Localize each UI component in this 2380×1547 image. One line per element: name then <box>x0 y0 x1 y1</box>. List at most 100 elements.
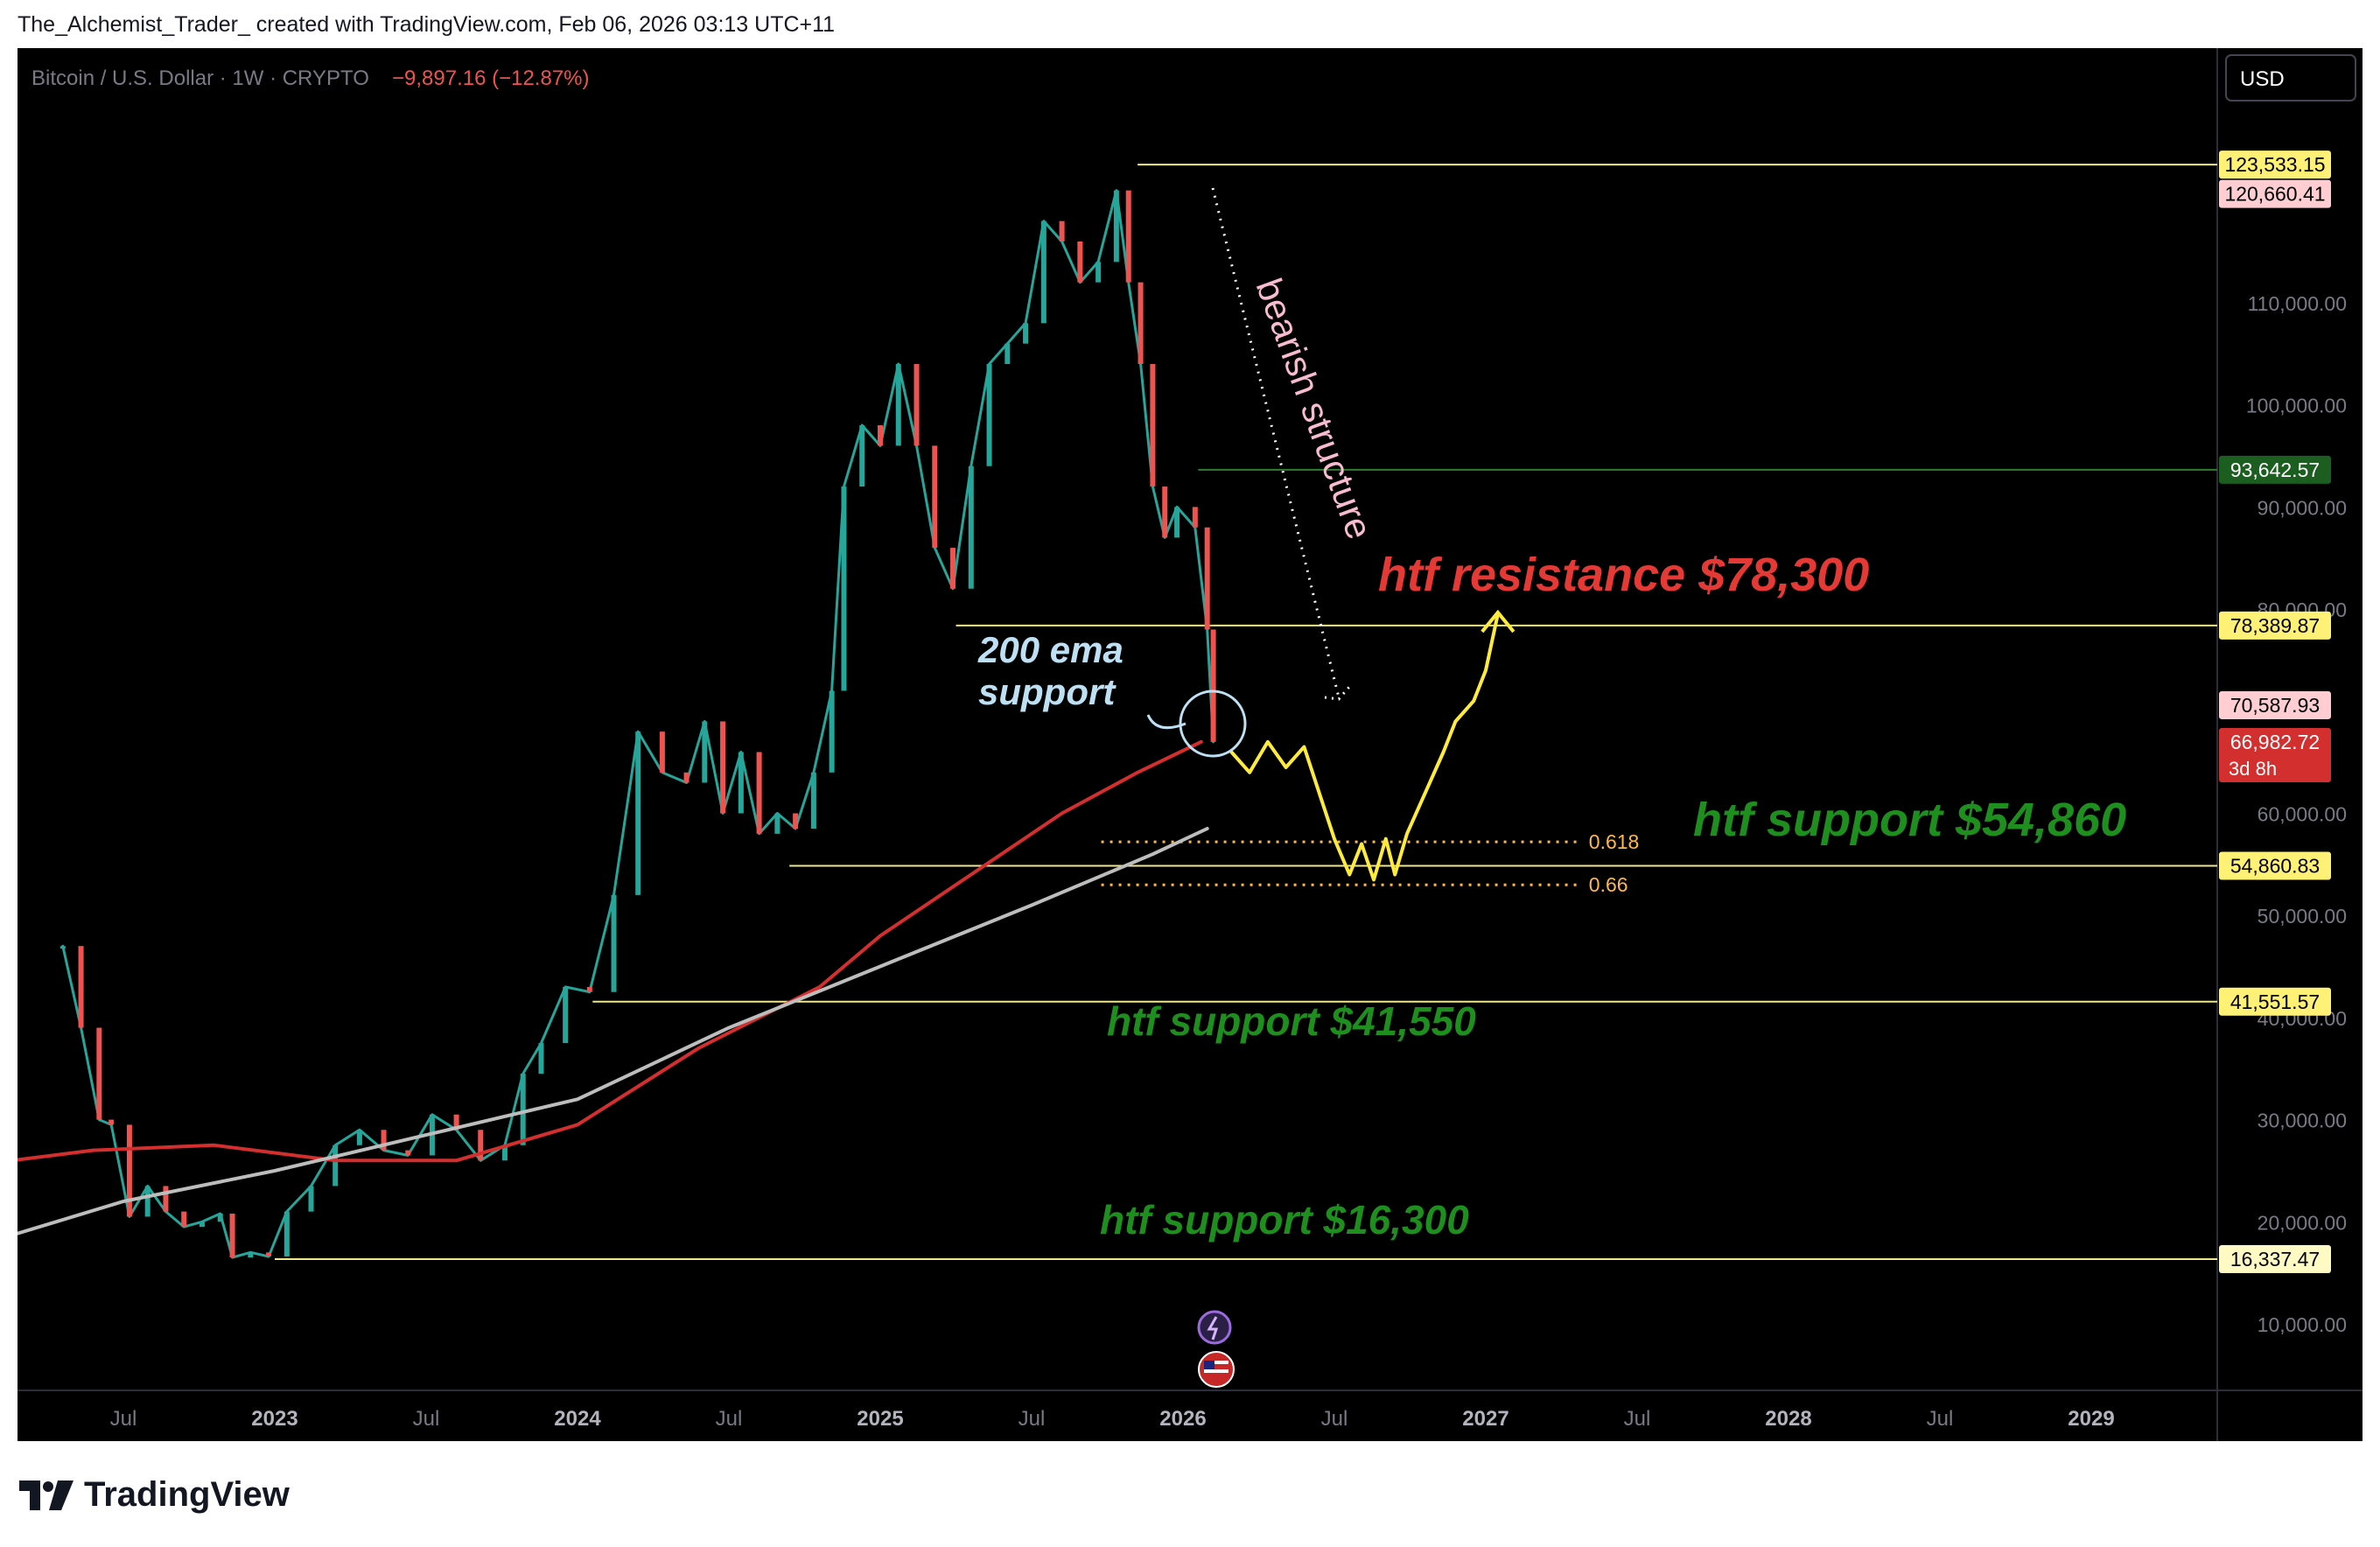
price-change: −9,897.16 (−12.87%) <box>392 66 590 90</box>
price-tag[interactable] <box>2219 150 2331 179</box>
price-candle[interactable] <box>932 445 938 549</box>
price-candle[interactable] <box>1023 323 1029 344</box>
price-tag[interactable] <box>2219 179 2331 208</box>
price-candle[interactable] <box>829 690 835 773</box>
price-candle[interactable] <box>453 1114 459 1130</box>
price-candle[interactable] <box>683 772 690 783</box>
x-tick-label: Jul <box>1321 1407 1348 1431</box>
currency-label[interactable]: USD <box>2240 67 2285 91</box>
price-candle[interactable] <box>1150 364 1156 487</box>
price-tag-label: 41,551.57 <box>2230 990 2320 1013</box>
price-candle[interactable] <box>1125 190 1131 283</box>
price-candle[interactable] <box>308 1186 314 1212</box>
series-ema200-line[interactable] <box>18 739 1203 1166</box>
price-candle[interactable] <box>60 946 66 949</box>
price-candle[interactable] <box>478 1130 484 1161</box>
event-lightning-icon[interactable] <box>1197 1310 1232 1345</box>
price-tag[interactable] <box>2219 455 2331 484</box>
price-candle[interactable] <box>720 721 726 814</box>
y-tick-label: 100,000.00 <box>2246 395 2347 417</box>
price-candle[interactable] <box>1192 507 1198 528</box>
y-tick-label: 60,000.00 <box>2258 803 2347 826</box>
price-candle[interactable] <box>1162 486 1168 538</box>
price-tag[interactable] <box>2219 1245 2331 1274</box>
price-tag-countdown: 3d 8h <box>2229 758 2277 780</box>
price-candle[interactable] <box>878 425 883 446</box>
price-candle[interactable] <box>859 425 865 487</box>
price-tag-label: 70,587.93 <box>2230 694 2320 717</box>
price-candle[interactable] <box>1077 241 1083 283</box>
plot-area[interactable] <box>18 48 2217 1390</box>
bearish-arrowhead-icon <box>1324 686 1351 701</box>
htf-support-41550-label: htf support $41,550 <box>1107 998 1476 1044</box>
price-candle[interactable] <box>1004 343 1011 365</box>
price-candle[interactable] <box>266 1252 272 1256</box>
price-candle[interactable] <box>538 1043 544 1074</box>
chart-caption: The_Alchemist_Trader_ created with Tradi… <box>18 12 836 37</box>
x-tick-label: Jul <box>1927 1407 1954 1431</box>
price-candle[interactable] <box>144 1186 150 1217</box>
price-candle[interactable] <box>96 1027 102 1120</box>
price-candle[interactable] <box>986 364 992 466</box>
price-candle[interactable] <box>248 1252 254 1258</box>
price-candle[interactable] <box>774 813 780 834</box>
price-candle[interactable] <box>381 1130 387 1151</box>
price-candle[interactable] <box>520 1074 526 1145</box>
price-tag-label: 78,389.87 <box>2230 614 2320 637</box>
price-candle[interactable] <box>950 548 956 589</box>
price-candle[interactable] <box>1040 220 1046 324</box>
price-candle[interactable] <box>126 1124 132 1217</box>
price-candle[interactable] <box>793 813 799 830</box>
price-candle[interactable] <box>1113 190 1119 262</box>
price-candle[interactable] <box>108 1119 115 1125</box>
price-candle[interactable] <box>229 1213 235 1258</box>
price-candle[interactable] <box>1138 282 1144 365</box>
price-candle[interactable] <box>78 946 84 1028</box>
price-candle[interactable] <box>810 772 816 830</box>
price-candle[interactable] <box>1059 220 1065 242</box>
price-candle[interactable] <box>563 986 569 1044</box>
price-candle[interactable] <box>702 721 708 783</box>
price-tag-label: 54,860.83 <box>2230 854 2320 877</box>
price-candle[interactable] <box>1210 629 1216 742</box>
series-projection-line[interactable] <box>1229 612 1500 882</box>
tradingview-brand[interactable]: TradingView <box>19 1475 290 1515</box>
price-tag[interactable] <box>2219 851 2331 880</box>
price-candle[interactable] <box>586 986 592 992</box>
price-candle[interactable] <box>405 1150 411 1156</box>
price-candle[interactable] <box>332 1144 339 1186</box>
price-candle[interactable] <box>756 752 762 834</box>
series-sma-line[interactable] <box>18 827 1209 1248</box>
price-candle[interactable] <box>181 1211 187 1228</box>
price-candle[interactable] <box>914 364 920 446</box>
price-tag[interactable] <box>2219 987 2331 1016</box>
price-candle[interactable] <box>284 1211 290 1256</box>
price-candle[interactable] <box>968 466 974 589</box>
price-candle[interactable] <box>199 1222 205 1228</box>
ema-support-label-line1: 200 ema <box>977 629 1124 670</box>
chart-panel[interactable]: 0.618 0.66 10,000.00 20,000.00 30,000.00 40,… <box>18 48 2362 1441</box>
price-candle[interactable] <box>1174 507 1180 538</box>
price-candle[interactable] <box>841 486 847 691</box>
price-candle[interactable] <box>611 894 617 992</box>
price-candle[interactable] <box>163 1186 169 1212</box>
price-candle[interactable] <box>659 732 665 773</box>
price-candle[interactable] <box>635 732 641 895</box>
event-us-flag-icon[interactable] <box>1198 1351 1235 1388</box>
x-tick-label: 2027 <box>1462 1407 1508 1431</box>
price-candle[interactable] <box>217 1213 223 1222</box>
price-candle[interactable] <box>1096 262 1102 283</box>
price-tag[interactable] <box>2219 611 2331 640</box>
price-candle[interactable] <box>1204 527 1210 630</box>
price-candle[interactable] <box>501 1144 508 1161</box>
x-tick-label: Jul <box>1018 1407 1046 1431</box>
currency-button[interactable] <box>2225 54 2356 102</box>
x-tick-label: Jul <box>1624 1407 1651 1431</box>
y-tick-label: 50,000.00 <box>2258 905 2347 928</box>
price-tag[interactable] <box>2219 728 2331 783</box>
price-tag[interactable] <box>2219 690 2331 719</box>
price-candle[interactable] <box>356 1130 362 1145</box>
price-candle[interactable] <box>895 364 901 446</box>
price-candle[interactable] <box>738 752 744 814</box>
